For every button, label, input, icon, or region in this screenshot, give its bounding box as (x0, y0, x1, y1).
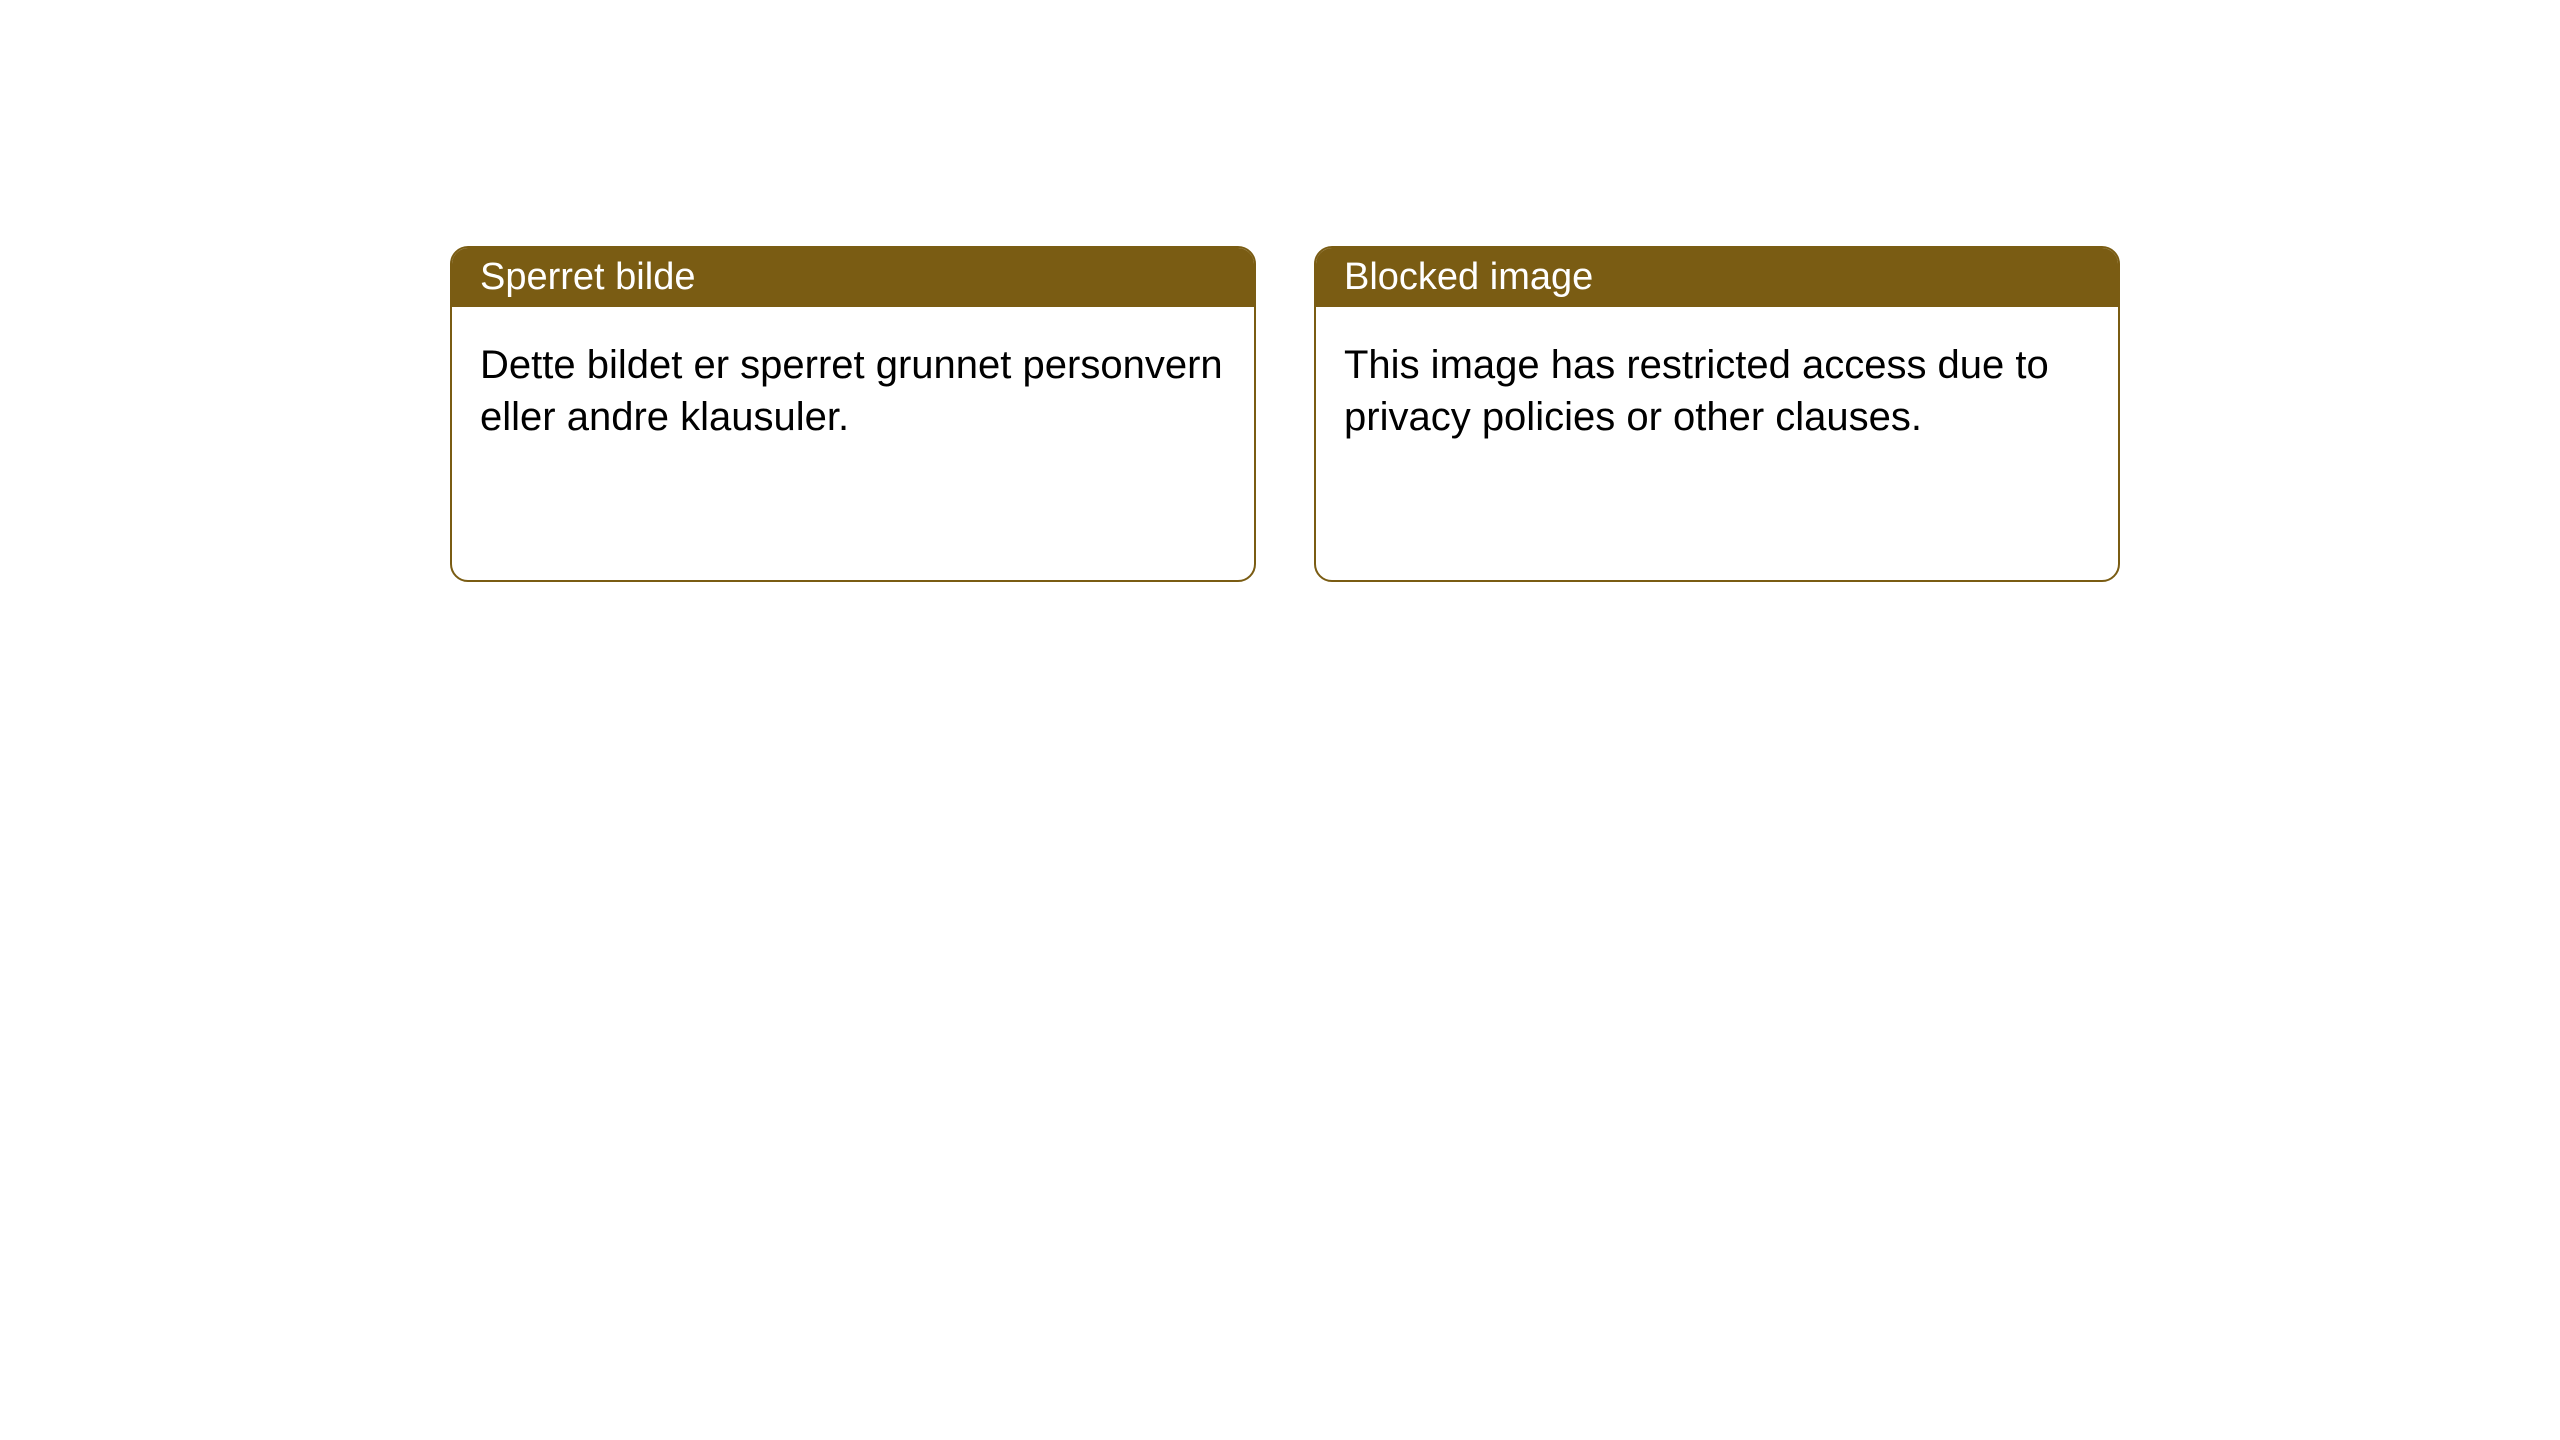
card-header: Blocked image (1316, 248, 2118, 307)
card-title: Sperret bilde (480, 256, 695, 299)
blocked-image-card-english: Blocked image This image has restricted … (1314, 246, 2120, 582)
blocked-image-card-norwegian: Sperret bilde Dette bildet er sperret gr… (450, 246, 1256, 582)
card-body: Dette bildet er sperret grunnet personve… (452, 307, 1254, 475)
notice-container: Sperret bilde Dette bildet er sperret gr… (0, 0, 2560, 582)
card-body-text: Dette bildet er sperret grunnet personve… (480, 343, 1223, 439)
card-body: This image has restricted access due to … (1316, 307, 2118, 475)
card-title: Blocked image (1344, 256, 1593, 299)
card-header: Sperret bilde (452, 248, 1254, 307)
card-body-text: This image has restricted access due to … (1344, 343, 2049, 439)
